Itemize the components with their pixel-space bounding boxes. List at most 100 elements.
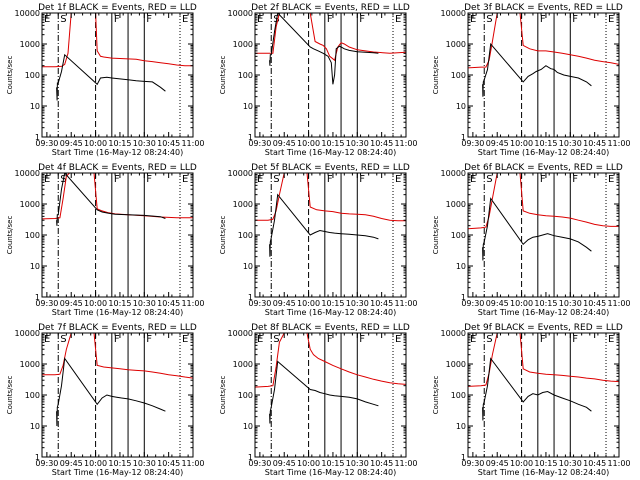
- segment-label: E: [44, 14, 50, 25]
- y-axis-label: Counts/sec: [219, 376, 227, 415]
- x-tick-label: 10:30: [133, 459, 156, 468]
- plot-frame: [467, 12, 620, 138]
- lld-series-line: [255, 13, 406, 62]
- x-tick-label: 10:45: [157, 459, 180, 468]
- panel-title: Det 4f BLACK = Events, RED = LLD: [38, 163, 197, 173]
- x-tick-label: 10:15: [108, 459, 131, 468]
- series-group: [255, 13, 406, 85]
- y-tick-label: 100: [25, 71, 40, 80]
- x-tick-label: 09:30: [248, 139, 271, 148]
- y-tick-label: 1000: [20, 40, 40, 49]
- x-tick-label: 10:45: [583, 299, 606, 308]
- x-tick-label: 10:15: [534, 299, 557, 308]
- x-tick-label: 11:00: [181, 139, 204, 148]
- x-tick-label: 11:00: [394, 299, 417, 308]
- series-group: [468, 173, 619, 261]
- events-series-line: [269, 193, 379, 257]
- panel-title: Det 7f BLACK = Events, RED = LLD: [38, 323, 197, 333]
- panel-title: Det 3f BLACK = Events, RED = LLD: [464, 3, 623, 13]
- plot-frame: [41, 172, 194, 298]
- y-axis-label: Counts/sec: [219, 216, 227, 255]
- events-series-line: [56, 53, 166, 101]
- segment-label: F: [572, 334, 578, 345]
- panel-title: Det 9f BLACK = Events, RED = LLD: [464, 323, 623, 333]
- x-tick-label: 09:30: [35, 139, 58, 148]
- y-tick-label: 10: [30, 422, 40, 431]
- y-tick-label: 10: [243, 422, 253, 431]
- x-tick-label: 10:15: [321, 299, 344, 308]
- x-tick-label: 10:00: [84, 459, 107, 468]
- x-tick-label: 11:00: [394, 459, 417, 468]
- x-axis-label: Start Time (16-May-12 08:24:40): [265, 308, 396, 317]
- segment-label: E: [395, 334, 401, 345]
- x-tick-label: 10:30: [133, 299, 156, 308]
- x-tick-label: 10:15: [321, 139, 344, 148]
- x-axis-label: Start Time (16-May-12 08:24:40): [478, 308, 609, 317]
- y-tick-label: 100: [451, 231, 466, 240]
- x-tick-label: 10:00: [510, 139, 533, 148]
- x-tick-label: 10:00: [297, 139, 320, 148]
- events-series-line: [56, 173, 166, 226]
- lld-series-line: [42, 13, 193, 68]
- y-tick-label: 10: [456, 102, 466, 111]
- y-tick-label: 10: [30, 102, 40, 111]
- events-series-line: [269, 360, 379, 424]
- x-tick-label: 10:00: [297, 299, 320, 308]
- x-tick-label: 11:00: [394, 139, 417, 148]
- y-tick-label: 1000: [446, 200, 466, 209]
- events-series-line: [269, 13, 379, 85]
- x-tick-label: 09:45: [60, 299, 83, 308]
- x-tick-label: 10:15: [534, 459, 557, 468]
- x-tick-label: 10:00: [84, 139, 107, 148]
- y-axis-label: Counts/sec: [6, 376, 14, 415]
- y-tick-label: 10000: [15, 329, 40, 338]
- x-tick-label: 10:30: [346, 139, 369, 148]
- segment-label: E: [182, 14, 188, 25]
- x-axis-label: Start Time (16-May-12 08:24:40): [52, 468, 183, 477]
- segment-label: F: [540, 334, 546, 345]
- x-tick-label: 10:45: [583, 459, 606, 468]
- x-tick-label: 10:00: [84, 299, 107, 308]
- y-tick-label: 100: [25, 231, 40, 240]
- segment-label: F: [327, 334, 333, 345]
- plot-frame: [41, 12, 194, 138]
- x-tick-label: 10:30: [559, 139, 582, 148]
- plot-frame: [41, 332, 194, 458]
- y-tick-label: 1: [461, 293, 466, 302]
- y-axis-label: Counts/sec: [6, 216, 14, 255]
- segment-label: E: [608, 334, 614, 345]
- y-tick-label: 1000: [20, 200, 40, 209]
- segment-label: F: [540, 14, 546, 25]
- x-axis-label: Start Time (16-May-12 08:24:40): [265, 148, 396, 157]
- x-tick-label: 09:45: [486, 459, 509, 468]
- plot-frame: [254, 12, 407, 138]
- segment-label: F: [146, 14, 152, 25]
- panel-title: Det 5f BLACK = Events, RED = LLD: [251, 163, 410, 173]
- y-tick-label: 10000: [441, 169, 466, 178]
- x-tick-label: 10:15: [108, 139, 131, 148]
- segment-label: E: [470, 174, 476, 185]
- y-tick-label: 10: [243, 102, 253, 111]
- x-tick-label: 09:45: [60, 459, 83, 468]
- y-axis-label: Counts/sec: [432, 376, 440, 415]
- y-tick-label: 1: [461, 453, 466, 462]
- events-series-line: [482, 197, 592, 261]
- y-axis-label: Counts/sec: [432, 216, 440, 255]
- y-axis-label: Counts/sec: [219, 56, 227, 95]
- x-tick-label: 09:30: [248, 299, 271, 308]
- segment-label: E: [257, 174, 263, 185]
- y-tick-label: 100: [451, 391, 466, 400]
- segment-label: E: [257, 334, 263, 345]
- y-tick-label: 1000: [233, 40, 253, 49]
- segment-label: E: [608, 174, 614, 185]
- x-tick-label: 10:15: [108, 299, 131, 308]
- x-tick-label: 10:45: [157, 139, 180, 148]
- y-tick-label: 1: [461, 133, 466, 142]
- segment-label: S: [60, 334, 66, 345]
- segment-label: F: [114, 14, 120, 25]
- y-tick-label: 10000: [15, 9, 40, 18]
